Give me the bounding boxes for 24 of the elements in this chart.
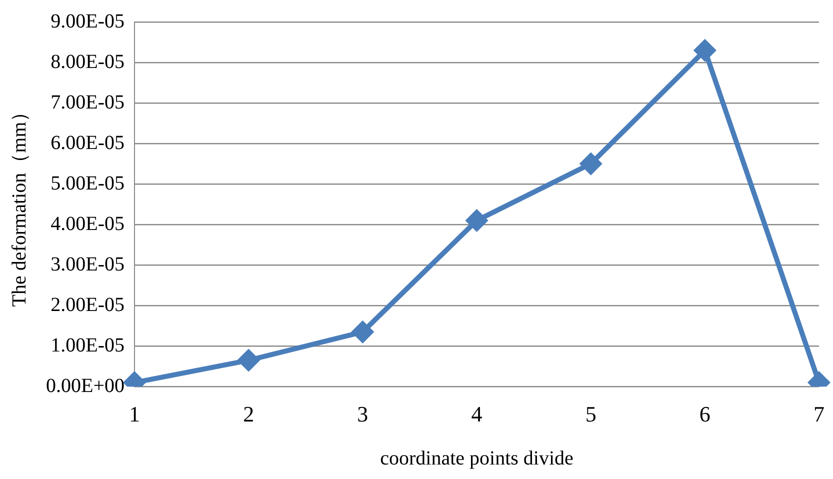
x-tick-label: 3 [357, 402, 368, 427]
y-tick-label: 4.00E-05 [50, 212, 124, 235]
x-tick-label: 4 [471, 402, 482, 427]
x-tick-label: 7 [814, 402, 824, 427]
point [466, 210, 488, 232]
x-tick-label: 2 [243, 402, 254, 427]
x-tick-label: 1 [128, 402, 140, 427]
point [352, 321, 374, 342]
y-tick-label: 7.00E-05 [50, 91, 124, 114]
x-axis-title: coordinate points divide [380, 447, 574, 470]
x-tick-label: 5 [585, 402, 596, 427]
y-tick-label: 6.00E-05 [50, 132, 124, 154]
y-tick-label: 2.00E-05 [50, 294, 124, 316]
point [694, 40, 716, 61]
point [238, 350, 260, 371]
y-tick-label: 5.00E-05 [50, 172, 124, 194]
y-tick-label: 8.00E-05 [50, 50, 124, 73]
y-tick-label: 9.00E-05 [50, 10, 124, 32]
y-tick-label: 3.00E-05 [50, 253, 124, 276]
y-axis-title: The deformation（mm） [8, 102, 30, 307]
y-tick-label: 1.00E-05 [50, 334, 124, 356]
point [580, 153, 602, 174]
x-tick-label: 6 [699, 402, 710, 427]
y-tick-label: 0.00E+00 [46, 374, 124, 397]
